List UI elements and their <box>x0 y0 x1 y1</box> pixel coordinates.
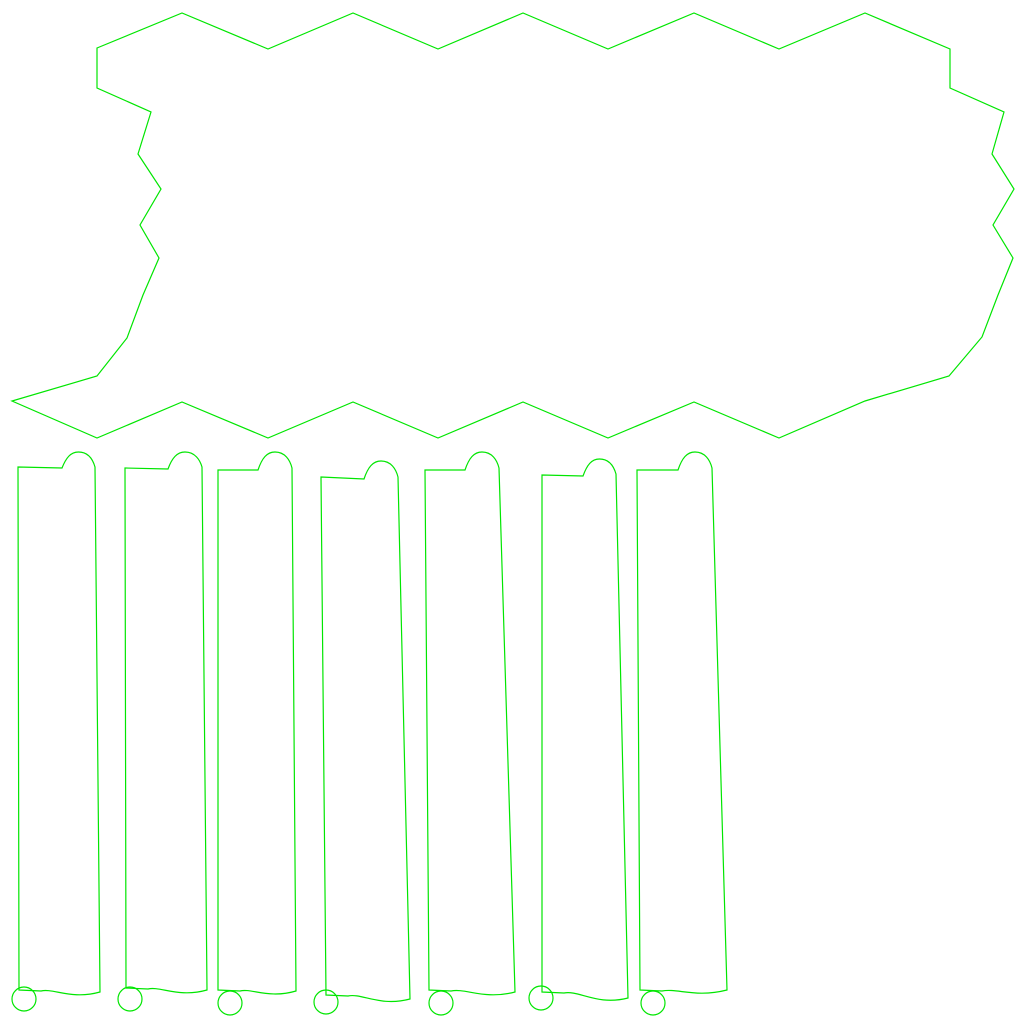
strip-loop-2 <box>117 986 143 1012</box>
strip-loop-1 <box>11 986 37 1012</box>
strip-outline-1 <box>17 451 101 996</box>
strip-outline-2 <box>124 451 208 994</box>
strip-outline-6 <box>541 458 629 1001</box>
strip-loop-4 <box>313 989 339 1015</box>
strip-loop-3 <box>217 990 243 1016</box>
zigzag-outline-shape <box>10 12 1015 439</box>
strip-loop-7 <box>640 990 666 1016</box>
strip-loop-5 <box>428 990 454 1016</box>
strip-outline-7 <box>636 451 728 994</box>
strip-outline-3 <box>217 451 297 995</box>
strip-outline-5 <box>424 451 516 996</box>
strip-loop-6 <box>528 985 554 1011</box>
outline-layer <box>10 12 1015 1016</box>
strip-outline-4 <box>320 460 411 1003</box>
